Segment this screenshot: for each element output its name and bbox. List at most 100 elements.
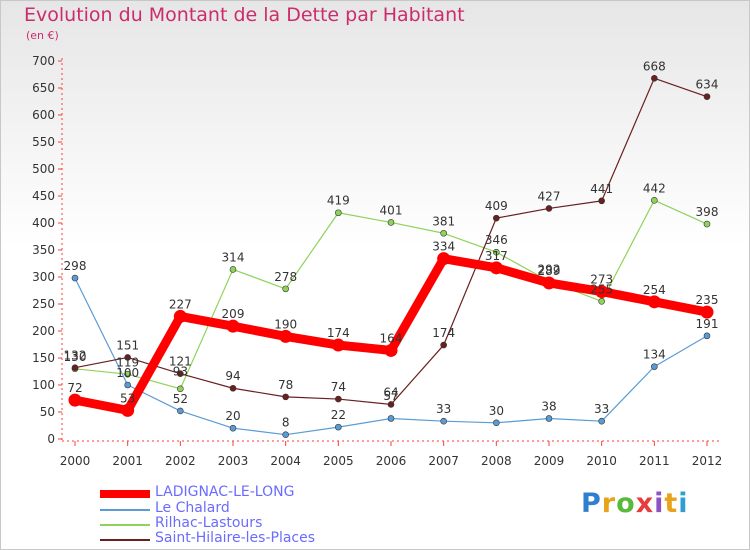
data-label: 209 — [222, 307, 245, 321]
data-point — [71, 364, 79, 372]
x-tick-label: 2008 — [481, 454, 512, 468]
y-tick-label: 200 — [32, 324, 55, 338]
logo-letter: x — [635, 488, 655, 519]
data-label: 346 — [485, 233, 508, 247]
logo-letter: o — [616, 488, 636, 519]
legend-swatch — [100, 490, 150, 498]
data-label: 334 — [432, 240, 455, 254]
x-tick-label: 2001 — [112, 454, 143, 468]
data-point — [121, 403, 135, 417]
data-point — [124, 370, 131, 378]
legend-swatch — [100, 509, 150, 511]
y-tick-label: 250 — [32, 297, 55, 311]
data-label: 30 — [489, 404, 504, 418]
data-label: 668 — [643, 59, 666, 73]
data-label: 289 — [538, 264, 561, 278]
legend-label: LADIGNAC-LE-LONG — [155, 484, 295, 500]
data-point — [229, 424, 237, 432]
data-label: 94 — [225, 369, 240, 383]
data-point — [703, 220, 711, 228]
data-point — [651, 363, 658, 370]
data-point — [598, 197, 605, 205]
data-point — [229, 266, 237, 273]
data-label: 191 — [696, 317, 719, 331]
data-label: 255 — [590, 282, 613, 296]
data-point — [545, 205, 553, 212]
data-point — [703, 93, 711, 100]
data-label: 273 — [590, 273, 613, 287]
data-label: 634 — [696, 78, 719, 92]
data-label: 427 — [538, 189, 561, 203]
data-label: 8 — [282, 416, 290, 430]
data-point — [387, 401, 395, 408]
x-tick-label: 2012 — [692, 454, 723, 468]
logo-letter: i — [678, 488, 689, 519]
data-point — [335, 209, 342, 217]
data-label: 93 — [173, 364, 188, 378]
data-label: 121 — [169, 355, 192, 369]
data-label: 381 — [432, 214, 455, 228]
data-label: 64 — [383, 385, 398, 399]
data-point — [651, 74, 658, 82]
data-point — [387, 415, 395, 422]
y-tick-label: 600 — [32, 108, 55, 122]
data-label: 78 — [278, 378, 293, 392]
data-label: 235 — [696, 293, 719, 307]
x-tick-label: 2002 — [165, 454, 196, 468]
data-point — [440, 229, 447, 237]
logo-letter: t — [664, 488, 679, 519]
chart-unit-label: (en €) — [26, 29, 59, 42]
y-tick-label: 450 — [32, 189, 55, 203]
data-label: 441 — [590, 182, 613, 196]
data-point — [71, 274, 79, 282]
data-label: 401 — [380, 203, 403, 217]
data-label: 314 — [222, 250, 245, 264]
y-tick-label: 650 — [32, 81, 55, 95]
y-tick-label: 300 — [32, 270, 55, 284]
y-tick-label: 550 — [32, 135, 55, 149]
y-tick-label: 500 — [32, 162, 55, 176]
data-point — [440, 417, 447, 425]
y-tick-label: 400 — [32, 216, 55, 230]
data-point — [545, 415, 553, 422]
y-tick-label: 100 — [32, 378, 55, 392]
data-point — [335, 395, 342, 403]
legend-swatch — [100, 539, 150, 541]
data-label: 227 — [169, 297, 192, 311]
data-point — [493, 248, 500, 256]
data-label: 419 — [327, 194, 350, 208]
data-label: 317 — [485, 249, 508, 263]
data-label: 57 — [383, 389, 398, 403]
y-tick-label: 0 — [47, 432, 55, 446]
data-label: 74 — [331, 380, 346, 394]
x-tick-label: 2011 — [639, 454, 670, 468]
data-label: 174 — [432, 326, 455, 340]
data-label: 119 — [116, 356, 139, 370]
data-point — [173, 309, 187, 323]
data-label: 132 — [64, 349, 87, 363]
x-tick-label: 2009 — [534, 454, 565, 468]
x-tick-label: 2004 — [270, 454, 301, 468]
data-point — [647, 295, 661, 309]
x-tick-label: 2006 — [376, 454, 407, 468]
data-point — [598, 297, 605, 305]
data-label: 72 — [67, 381, 82, 395]
y-tick-label: 700 — [32, 54, 55, 68]
legend-label: Le Chalard — [155, 500, 230, 516]
data-label: 442 — [643, 181, 666, 195]
y-tick-label: 150 — [32, 351, 55, 365]
y-tick-label: 350 — [32, 243, 55, 257]
data-label: 22 — [331, 408, 346, 422]
data-label: 398 — [696, 205, 719, 219]
data-label: 190 — [274, 317, 297, 331]
data-point — [493, 214, 500, 222]
legend-label: Saint-Hilaire-les-Places — [155, 530, 316, 546]
data-point — [387, 219, 395, 226]
logo-letter: P — [581, 488, 602, 519]
data-label: 164 — [380, 331, 403, 345]
legend-label: Rilhac-Lastours — [155, 515, 263, 531]
data-point — [440, 341, 447, 349]
data-point — [177, 370, 184, 377]
